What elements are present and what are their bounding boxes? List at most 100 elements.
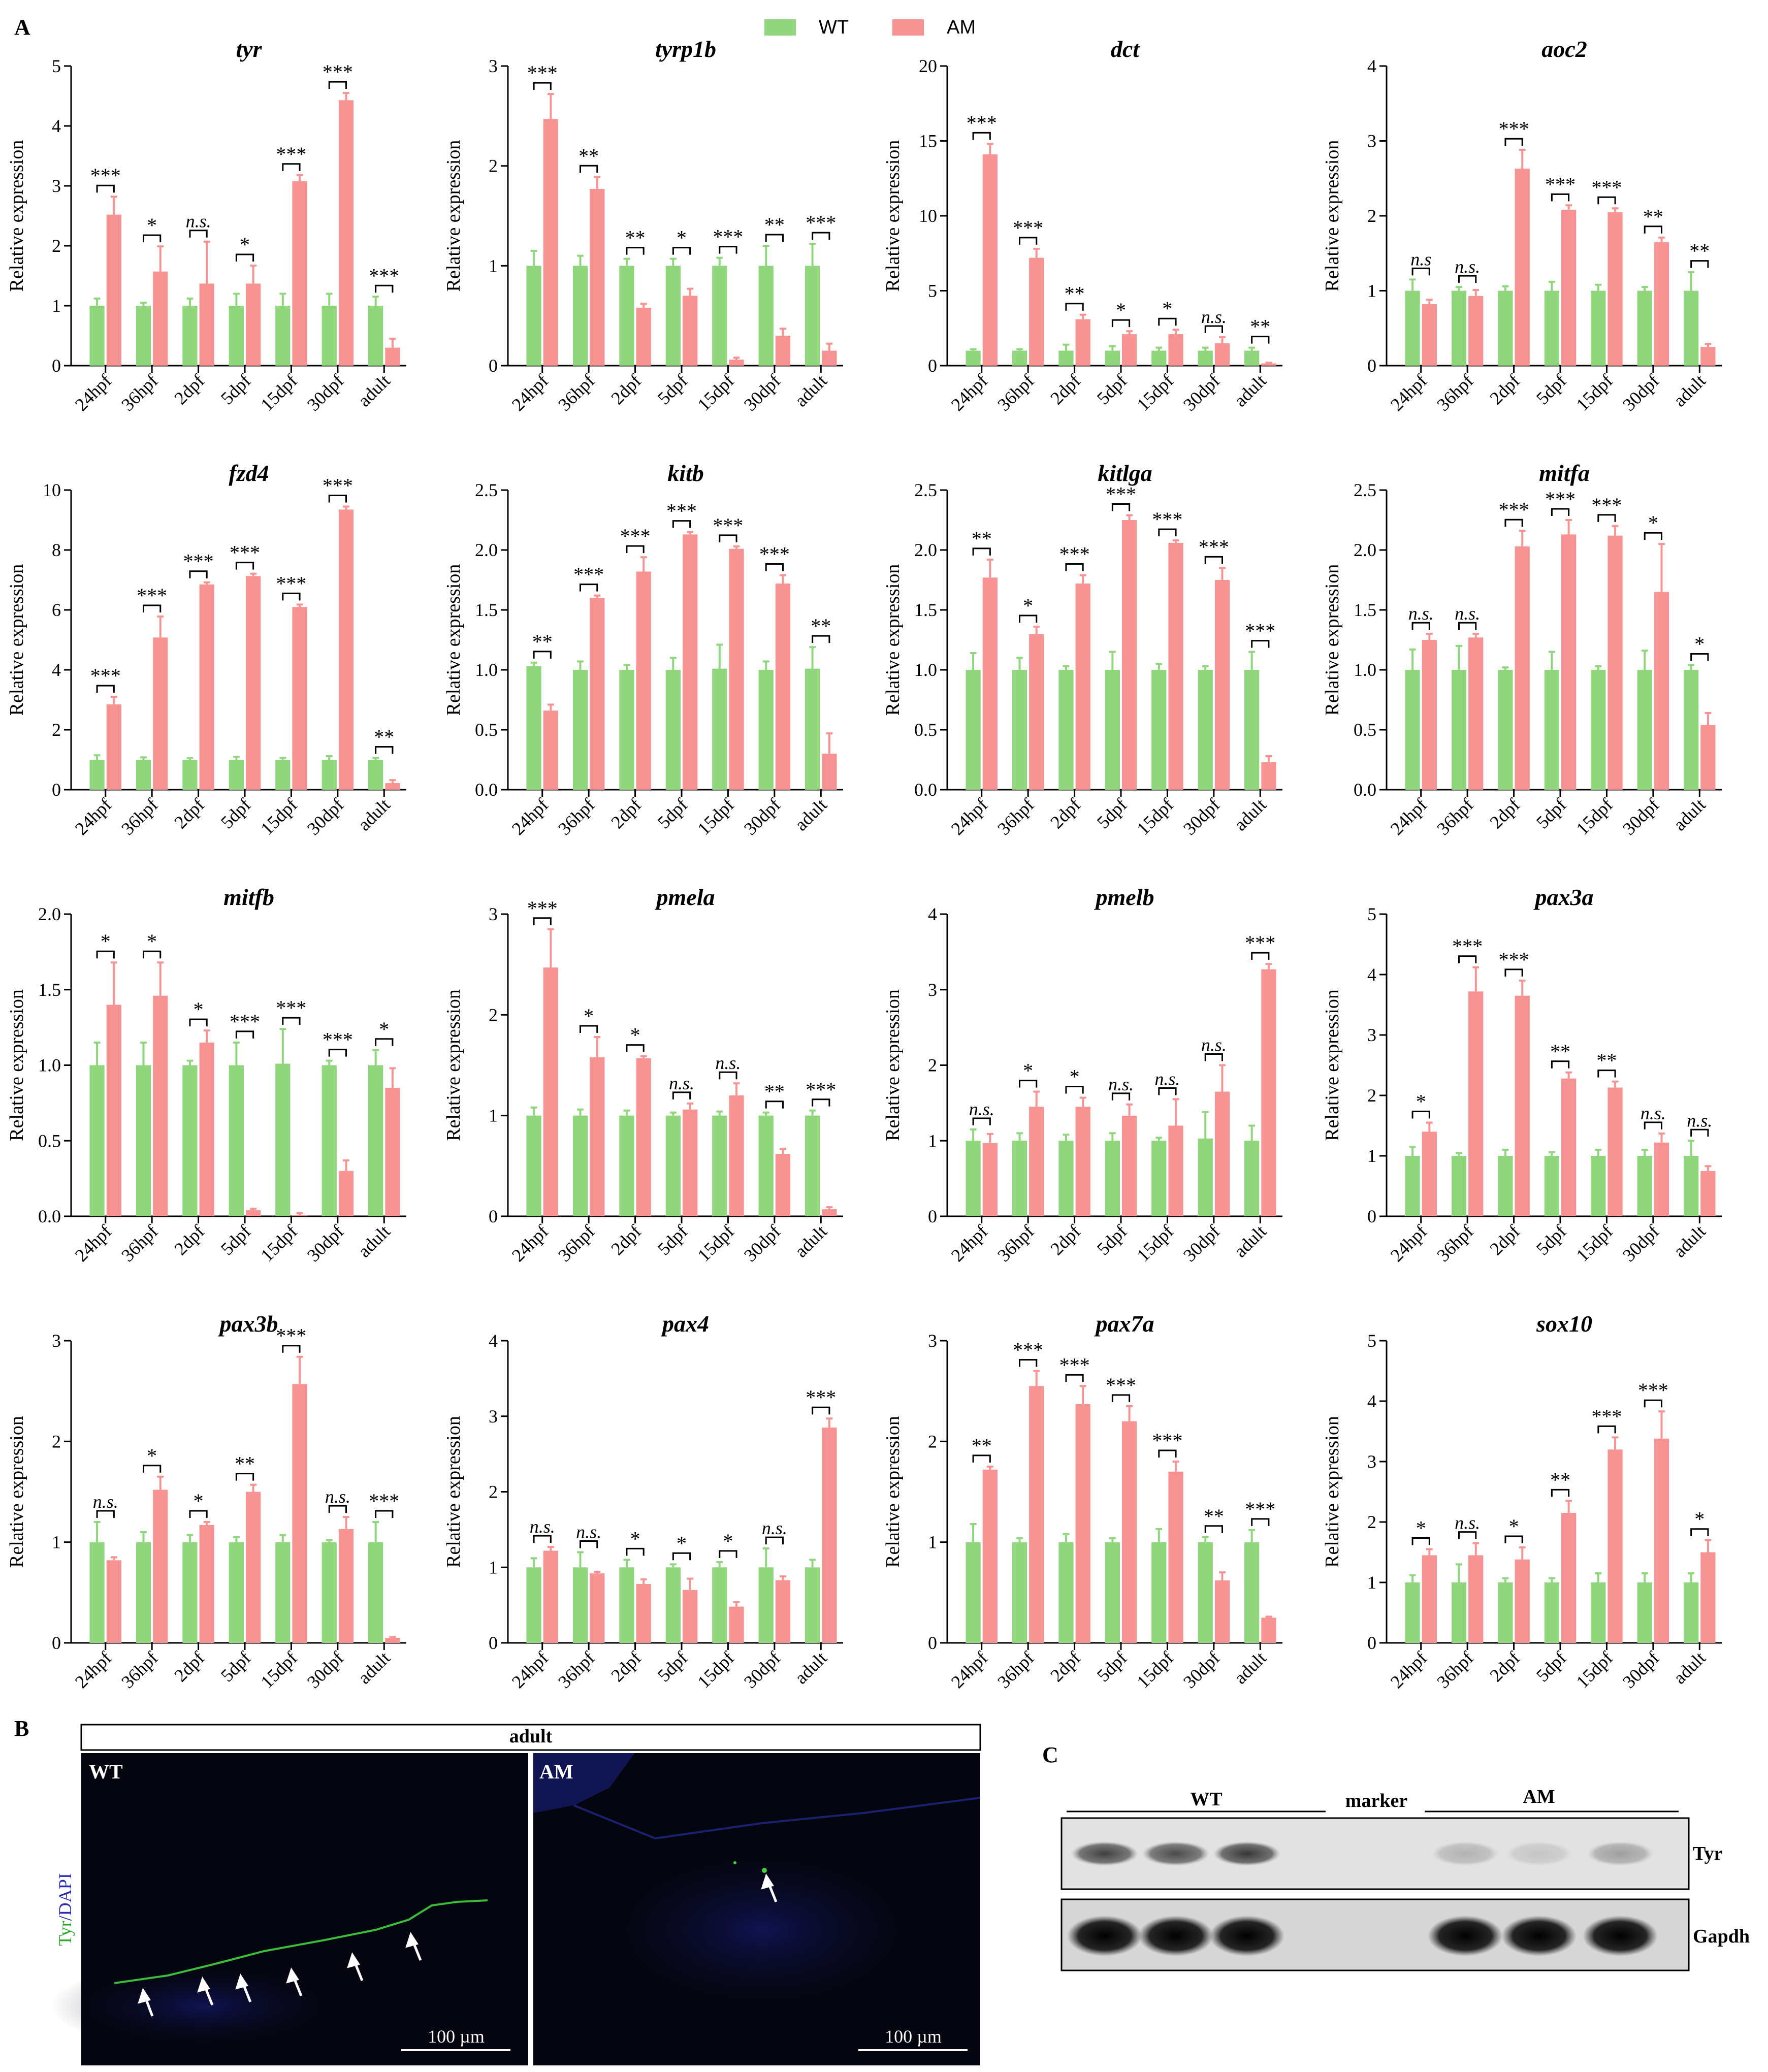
bar-wt xyxy=(322,1065,337,1216)
significance-label: ** xyxy=(1065,282,1085,305)
bar-wt xyxy=(136,1542,151,1643)
x-tick-label: adult xyxy=(1230,1221,1270,1261)
significance-bracket xyxy=(96,1510,115,1518)
bar-am xyxy=(153,637,168,790)
chart-kitb: kitb 0.0 0.5 1.0 1.5 2.0 2.5 Relative expressio… xyxy=(443,460,843,839)
significance-bracket xyxy=(719,246,737,254)
significance-label: *** xyxy=(323,1028,353,1051)
bar-wt xyxy=(758,266,774,366)
x-tick-label: adult xyxy=(791,1221,831,1261)
x-tick-label: 30dpf xyxy=(740,370,785,415)
bar-am xyxy=(1029,257,1044,366)
bar-am xyxy=(106,214,121,366)
x-tick-label: 15dpf xyxy=(1572,370,1617,415)
bar-am xyxy=(199,584,214,790)
y-tick-label: 10 xyxy=(43,480,61,500)
significance-label: n.s. xyxy=(1408,603,1434,624)
marker-label: marker xyxy=(1345,1790,1408,1811)
bar-wt xyxy=(1544,1156,1559,1216)
significance-bracket xyxy=(1111,1394,1131,1402)
significance-label: n.s. xyxy=(576,1522,601,1542)
significance-label: *** xyxy=(1013,1339,1043,1362)
bar-wt xyxy=(368,1065,383,1216)
bar-am xyxy=(338,509,354,790)
significance-label: *** xyxy=(1545,488,1576,510)
bar-am xyxy=(1075,584,1090,790)
bar-am xyxy=(1214,343,1230,366)
significance-label: *** xyxy=(1591,176,1622,199)
bar-wt xyxy=(526,1567,541,1643)
y-tick-label: 2.0 xyxy=(914,540,937,560)
y-tick-label: 1 xyxy=(52,296,61,316)
bar-wt xyxy=(136,760,151,790)
significance-label: ** xyxy=(764,213,785,236)
tyr-band xyxy=(1213,1841,1280,1866)
x-tick-label: 2dpf xyxy=(170,794,208,832)
bar-am xyxy=(1654,592,1669,790)
y-axis-label: Relative expression xyxy=(1322,140,1343,292)
x-tick-label: 5dpf xyxy=(1093,370,1131,408)
chart-title: pax4 xyxy=(660,1311,709,1337)
bar-wt xyxy=(665,670,681,790)
bar-wt xyxy=(526,666,541,790)
significance-label: *** xyxy=(527,61,558,84)
significance-bracket xyxy=(1644,1121,1662,1129)
bar-wt xyxy=(1105,670,1120,790)
gapdh-band xyxy=(1501,1916,1577,1956)
significance-bracket xyxy=(626,1044,645,1052)
significance-label: * xyxy=(1509,1515,1519,1538)
bar-am xyxy=(1261,1617,1276,1643)
bar-am xyxy=(1168,1125,1183,1216)
x-tick-label: 5dpf xyxy=(217,370,255,408)
y-tick-label: 4 xyxy=(1367,56,1376,76)
bar-am xyxy=(1168,542,1183,790)
x-tick-label: 15dpf xyxy=(693,370,738,415)
bar-am xyxy=(636,1058,651,1216)
bar-am xyxy=(1608,1449,1623,1643)
significance-bracket xyxy=(1158,1449,1177,1458)
y-tick-label: 1.0 xyxy=(475,660,498,680)
x-tick-label: 24hpf xyxy=(1387,370,1431,415)
x-tick-label: 2dpf xyxy=(607,370,645,408)
y-tick-label: 5 xyxy=(1367,1331,1376,1351)
significance-bracket xyxy=(1158,317,1177,326)
significance-label: *** xyxy=(759,543,790,566)
x-tick-label: 5dpf xyxy=(217,794,255,832)
significance-label: * xyxy=(147,1444,157,1467)
x-tick-label: 5dpf xyxy=(1093,1647,1131,1686)
stain-label-sep: / xyxy=(55,1916,75,1921)
y-tick-label: 0.5 xyxy=(1354,720,1376,740)
bar-wt xyxy=(526,1115,541,1216)
x-tick-label: 2dpf xyxy=(1486,794,1524,832)
significance-bracket xyxy=(719,1550,737,1558)
bar-am xyxy=(1515,546,1530,790)
significance-bracket xyxy=(972,1117,991,1125)
significance-bracket xyxy=(1597,514,1616,522)
bar-am xyxy=(1561,210,1577,366)
chart-title: pmelb xyxy=(1094,884,1154,910)
y-tick-label: 2 xyxy=(52,1431,61,1451)
significance-bracket xyxy=(672,1091,691,1099)
y-tick-label: 3 xyxy=(928,1331,937,1351)
x-tick-label: 15dpf xyxy=(693,1647,738,1692)
bar-am xyxy=(199,1525,214,1643)
y-tick-label: 2 xyxy=(489,1005,498,1025)
x-tick-label: 30dpf xyxy=(1619,794,1663,839)
significance-bracket xyxy=(1204,1053,1223,1061)
x-tick-label: 5dpf xyxy=(217,1647,255,1686)
x-tick-label: 36hpf xyxy=(554,1221,599,1266)
bar-am xyxy=(1608,212,1623,366)
bar-wt xyxy=(665,1567,681,1643)
significance-label: *** xyxy=(527,897,558,920)
y-tick-label: 8 xyxy=(52,540,61,560)
chart-kitlga: kitlga 0.0 0.5 1.0 1.5 2.0 2.5 Relative express… xyxy=(882,460,1282,839)
stain-label-dapi: DAPI xyxy=(55,1873,75,1916)
significance-bracket xyxy=(1551,508,1570,516)
bar-wt xyxy=(1405,670,1420,790)
significance-bracket xyxy=(1644,1399,1662,1408)
bar-am xyxy=(199,1042,214,1216)
bar-am xyxy=(1168,1471,1183,1643)
y-tick-label: 1 xyxy=(489,1557,498,1577)
x-tick-label: 36hpf xyxy=(993,794,1038,839)
